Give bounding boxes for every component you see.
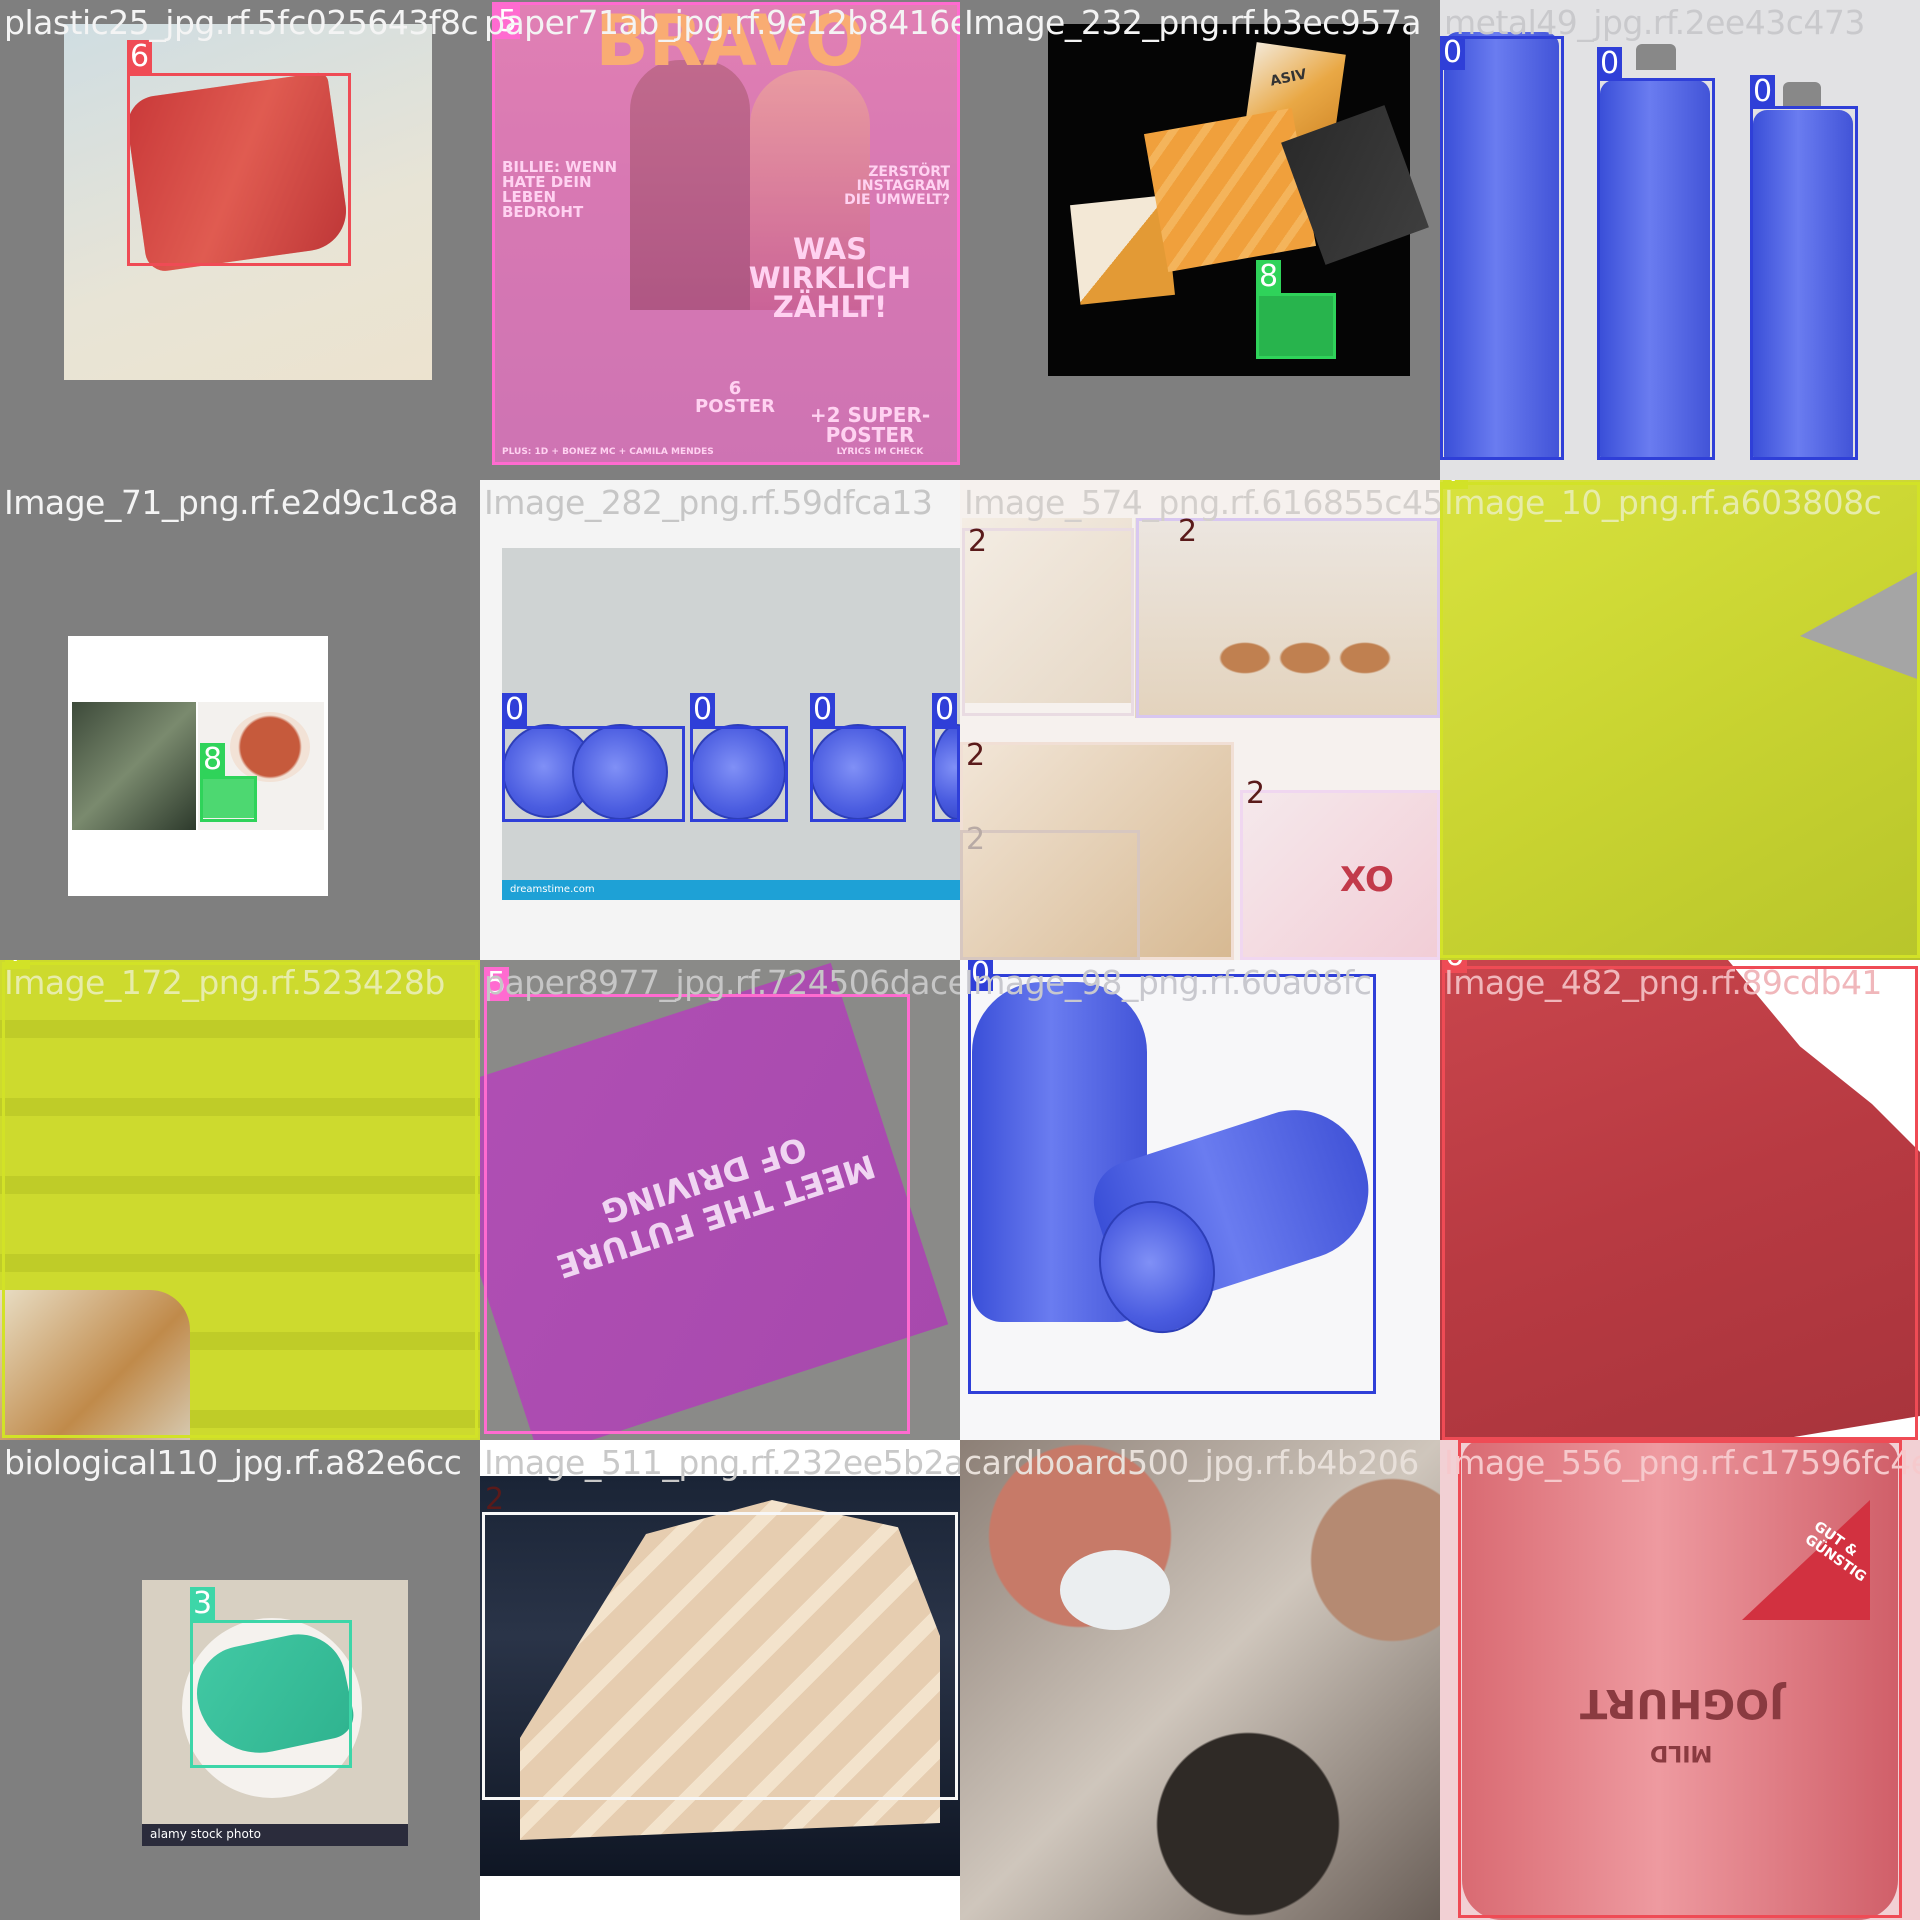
bbox-label: 5 [492, 2, 960, 465]
bbox-label: 8 [200, 776, 257, 822]
bbox-label: 7 [1440, 482, 1920, 958]
nozzle [1636, 44, 1676, 70]
filename: Image_574_png.rf.616855c45 [964, 484, 1440, 522]
filename: cardboard500_jpg.rf.b4b206 [964, 1444, 1419, 1482]
filename: Image_282_png.rf.59dfca13 [484, 484, 932, 522]
tile-15[interactable]: cardboard500_jpg.rf.b4b206 [960, 1440, 1440, 1920]
class-label: 8 [200, 743, 225, 777]
tile-13[interactable]: 3 alamy stock photo biological110_jpg.rf… [0, 1440, 480, 1920]
bbox-label: 6 [1442, 966, 1918, 1440]
class-label: 2 [482, 1483, 507, 1517]
class-label: 0 [810, 693, 835, 727]
tile-7[interactable]: XO 2 2 2 2 2 Image_574_png.rf.616855c45 [960, 480, 1440, 960]
filename: Image_98_png.rf.60a08fc [964, 964, 1371, 1002]
tile-16[interactable]: GUT & GÜNSTIG JOGHURT MILD 6 Image_556_p… [1440, 1440, 1920, 1920]
bbox-label: 2 [1240, 790, 1440, 960]
class-label: 2 [963, 739, 988, 773]
tile-12[interactable]: 6 Image_482_png.rf.89cdb41 [1440, 960, 1920, 1440]
sachets [1144, 108, 1316, 272]
bbox-label: 3 [190, 1620, 352, 1768]
class-label: 2 [963, 823, 988, 857]
tile-5[interactable]: 8 Image_71_png.rf.e2d9c1c8a [0, 480, 480, 960]
tile-2[interactable]: BRAVO BILLIE: WENN HATE DEIN LEBEN BEDRO… [480, 0, 960, 480]
class-label: 0 [1597, 47, 1622, 81]
class-label: 2 [965, 525, 990, 559]
bbox-label: 0 [502, 726, 685, 822]
filename: metal49_jpg.rf.2ee43c473 [1444, 4, 1865, 42]
class-label: 3 [190, 1587, 215, 1621]
class-label: 0 [1750, 75, 1775, 109]
herbs-image [72, 702, 196, 830]
filename: Image_172_png.rf.523428b [4, 964, 445, 1002]
bbox-label: 0 [1597, 78, 1715, 460]
class-label: 8 [1256, 260, 1281, 294]
bbox-label: 0 [932, 726, 960, 822]
filename: Image_511_png.rf.232ee5b2af [484, 1444, 960, 1482]
bbox-label: 7 [2, 962, 478, 1438]
filename: paper71ab_jpg.rf.9e12b8416e0 [484, 4, 960, 42]
bbox-label: 8 [1256, 293, 1336, 359]
filename: Image_71_png.rf.e2d9c1c8a [4, 484, 458, 522]
filename: plastic25_jpg.rf.5fc025643f8c [4, 4, 478, 42]
class-label: 0 [502, 693, 527, 727]
watermark-text: alamy stock photo [150, 1827, 261, 1841]
bbox-label: 5 [484, 994, 910, 1434]
filename: biological110_jpg.rf.a82e6cc [4, 1444, 461, 1482]
filename: paper8977_jpg.rf.724506dace [484, 964, 960, 1002]
bbox-label: 0 [1750, 106, 1858, 460]
tile-14[interactable]: 2 Image_511_png.rf.232ee5b2af [480, 1440, 960, 1920]
tile-6[interactable]: 0 0 0 0 dreamstime.com Image_282_png.rf.… [480, 480, 960, 960]
bbox-label: 0 [810, 726, 906, 822]
bbox-label: 0 [690, 726, 788, 822]
tile-4[interactable]: 0 0 0 metal49_jpg.rf.2ee43c473 [1440, 0, 1920, 480]
filename: Image_232_png.rf.b3ec957a [964, 4, 1421, 42]
tile-11[interactable]: 0 Image_98_png.rf.60a08fc [960, 960, 1440, 1440]
tea-cup [230, 712, 310, 782]
filename: Image_482_png.rf.89cdb41 [1444, 964, 1882, 1002]
tile-10[interactable]: MEET THE FUTURE OF DRIVING 5 paper8977_j… [480, 960, 960, 1440]
class-label: 2 [1243, 777, 1268, 811]
tile-8[interactable]: 7 Image_10_png.rf.a603808c [1440, 480, 1920, 960]
filename: Image_556_png.rf.c17596fc4e [1444, 1444, 1920, 1482]
bbox-label: 2 [962, 528, 1134, 716]
bbox-label: 6 [127, 73, 351, 266]
tile-3[interactable]: ASIV 8 Image_232_png.rf.b3ec957a [960, 0, 1440, 480]
footer-text: dreamstime.com [510, 884, 595, 895]
photo [960, 1440, 1440, 1920]
tile-9[interactable]: 7 Image_172_png.rf.523428b [0, 960, 480, 1440]
class-label: 0 [932, 693, 957, 727]
tile-1[interactable]: 6 plastic25_jpg.rf.5fc025643f8c [0, 0, 480, 480]
filename: Image_10_png.rf.a603808c [1444, 484, 1881, 522]
bbox-label: 2 [482, 1512, 958, 1800]
bbox-label: 6 [1458, 1440, 1902, 1918]
class-label: 0 [690, 693, 715, 727]
bbox-label: 0 [968, 974, 1376, 1394]
nozzle [1783, 82, 1821, 106]
bbox-label: 0 [1440, 36, 1564, 460]
bbox-label: 2 [960, 830, 1140, 960]
class-label: 6 [127, 40, 152, 74]
bbox-label: 2 [1136, 518, 1440, 718]
mold-patch [1060, 1550, 1170, 1630]
